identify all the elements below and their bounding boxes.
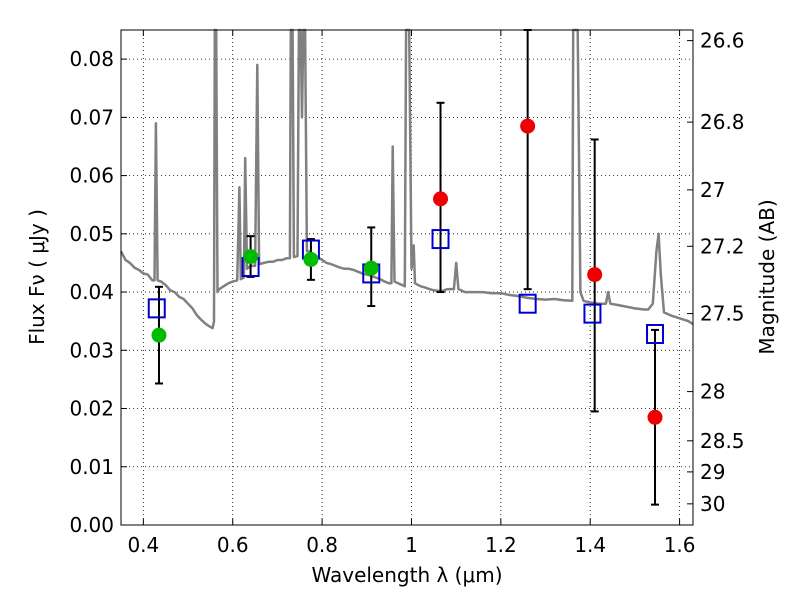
magnitude-tick-label: 27 [700,178,725,202]
x-axis-ticks: 0.4 0.6 0.8 1 1.2 1.4 1.6 [127,30,696,557]
x-tick-label: 0.8 [306,533,338,557]
y-axis-ticks: 0.00 0.01 0.02 0.03 0.04 0.05 0.06 0.07 0.08 [69,47,127,537]
x-tick-label: 0.4 [127,533,159,557]
model-spectrum [119,28,694,330]
magnitude-tick-label: 28.5 [700,429,745,453]
plot-frame [120,29,694,526]
y-tick-label: 0.06 [69,164,114,188]
magnitude-tick-label: 27.5 [700,302,745,326]
y-axis-label: Flux Fν ( μJy ) [25,209,49,345]
y-tick-label: 0.07 [69,105,114,129]
nondetected-flux-markers [433,118,663,425]
x-tick-label: 1.6 [664,533,696,557]
y-tick-label: 0.03 [69,338,114,362]
model-flux-square [147,298,166,319]
model-flux-square [431,229,450,250]
detected-flux-markers [151,249,379,343]
model-flux-square [646,323,665,344]
x-tick-label: 1.2 [485,533,517,557]
y-tick-label: 0.00 [69,513,114,537]
magnitude-tick-label: 28 [700,380,725,404]
magnitude-axis-label: Magnitude (AB) [755,199,779,354]
x-tick-label: 1.4 [574,533,606,557]
x-tick-label: 0.6 [217,533,249,557]
y-tick-label: 0.04 [69,280,114,304]
x-tick-label: 1 [405,533,418,557]
magnitude-tick-label: 26.6 [700,29,745,53]
detected-flux-point [243,249,259,265]
spectrum-line [119,28,694,330]
detected-flux-point [151,327,167,343]
detected-flux-point [363,260,379,276]
y-tick-label: 0.01 [69,455,114,479]
magnitude-tick-label: 29 [700,460,725,484]
x-axis-label: Wavelength λ (μm) [311,563,502,587]
model-flux-square [518,293,537,314]
nondetected-flux-point [647,409,663,425]
nondetected-flux-point [587,267,603,283]
magnitude-tick-label: 30 [700,492,725,516]
plot-background [121,30,693,525]
magnitude-tick-label: 27.2 [700,234,745,258]
magnitude-tick-label: 26.8 [700,110,745,134]
nondetected-flux-point [520,118,536,134]
nondetected-flux-point [433,191,449,207]
y-tick-label: 0.08 [69,47,114,71]
y-tick-label: 0.05 [69,222,114,246]
magnitude-axis-ticks: 26.6 26.8 27 27.2 27.5 28 28.5 29 30 [687,29,745,516]
model-flux-square [583,303,602,324]
detected-flux-point [303,251,319,267]
y-tick-label: 0.02 [69,397,114,421]
